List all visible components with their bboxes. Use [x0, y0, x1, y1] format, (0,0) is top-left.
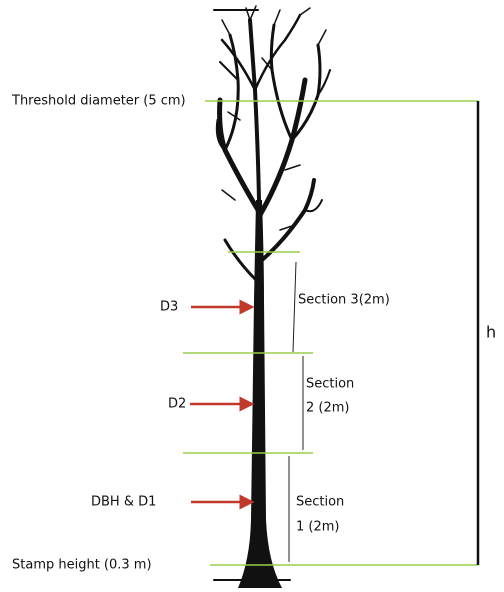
section-label: Section 3(2m) — [298, 293, 390, 308]
label: DBH & D1 — [91, 495, 156, 510]
section-label: Section — [306, 377, 354, 392]
section-label: 2 (2m) — [306, 401, 349, 416]
tree — [213, 5, 331, 588]
section-bracket — [292, 261, 297, 353]
section-label: Section — [296, 495, 344, 510]
label: h — [486, 323, 496, 342]
label: D3 — [160, 300, 178, 315]
label: D2 — [168, 397, 186, 412]
label: Threshold diameter (5 cm) — [11, 94, 186, 109]
label: Stamp height (0.3 m) — [12, 558, 152, 573]
section-label: 1 (2m) — [296, 520, 339, 535]
